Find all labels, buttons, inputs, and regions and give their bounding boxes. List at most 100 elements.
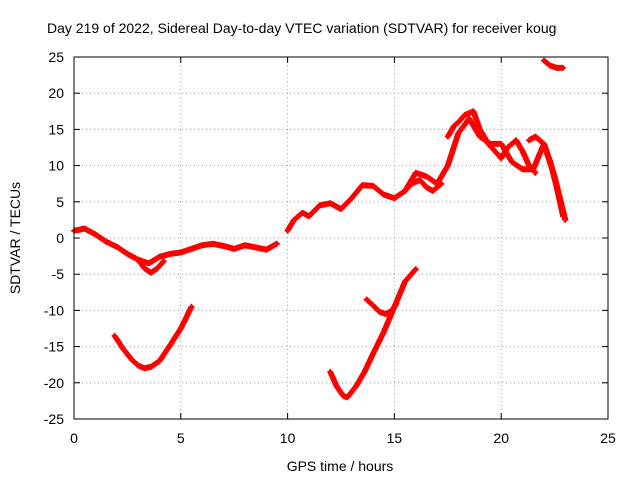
- data-point-arc-3b-3: [424, 185, 429, 190]
- data-point-arc-4-1: [334, 384, 339, 389]
- y-tick-label-9: 20: [48, 85, 64, 101]
- data-point-arc-5-0: [541, 58, 546, 63]
- data-point-arc-3-0: [285, 228, 290, 233]
- data-point-arc-3c-2: [456, 120, 461, 125]
- data-point-arc-3b-0: [403, 188, 408, 193]
- data-point-arc-1-2: [93, 232, 98, 237]
- data-point-arc-3d-1: [533, 134, 538, 139]
- y-tick-label-6: 5: [56, 194, 64, 210]
- data-point-arc-3-9: [371, 183, 375, 188]
- data-point-arc-1-15: [232, 246, 237, 251]
- data-point-arc-3c-11: [520, 149, 525, 154]
- y-tick-label-10: 25: [48, 49, 64, 65]
- data-point-arc-3-27: [563, 217, 568, 222]
- data-point-arc-3-11: [392, 196, 397, 201]
- x-tick-label-3: 15: [387, 430, 403, 446]
- data-point-arc-3c-12: [527, 163, 531, 168]
- data-point-arc-2-6: [157, 359, 162, 364]
- data-point-arc-3-22: [509, 160, 514, 164]
- data-point-arc-1-13: [210, 241, 215, 246]
- x-tick-label-4: 20: [493, 430, 509, 446]
- data-point-arc-2-9: [189, 304, 194, 309]
- data-point-arc-3-23: [520, 167, 525, 172]
- series-arc-5: [540, 57, 567, 71]
- data-point-arc-3d-5: [561, 214, 566, 219]
- data-point-arc-2-4: [142, 366, 147, 371]
- grid: [74, 57, 608, 419]
- data-point-arc-4-3: [345, 395, 350, 400]
- data-point-arc-4b-3: [383, 312, 388, 316]
- y-tick-label-1: -20: [44, 375, 64, 391]
- data-point-arc-4-2: [341, 393, 346, 398]
- data-point-arc-3-16: [445, 163, 450, 168]
- data-point-arc-3-10: [381, 192, 386, 197]
- data-point-arc-3-8: [360, 183, 365, 188]
- y-tick-label-8: 15: [48, 121, 64, 137]
- data-series: [71, 57, 569, 401]
- data-point-arc-3b-2: [418, 178, 422, 183]
- data-point-arc-3-1: [292, 217, 296, 222]
- data-point-arc-3-18: [467, 116, 472, 121]
- data-point-arc-1-7: [146, 261, 151, 266]
- series-arc-3: [284, 115, 569, 234]
- y-tick-label-0: -25: [44, 411, 64, 427]
- data-point-arc-2-7: [168, 343, 173, 348]
- data-point-arc-1-14: [221, 244, 226, 248]
- data-point-arc-3d-0: [527, 138, 531, 143]
- data-point-arc-3-6: [339, 207, 343, 211]
- x-tick-label-5: 25: [600, 430, 616, 446]
- series-arc-1: [71, 225, 280, 267]
- data-point-arc-1-1: [82, 226, 87, 231]
- data-point-arc-4b-2: [377, 309, 382, 314]
- data-point-arc-1b-2: [148, 270, 153, 275]
- data-point-arc-5-2: [554, 65, 559, 70]
- data-point-arc-3c-9: [505, 145, 510, 150]
- data-point-arc-4-4: [354, 384, 358, 389]
- data-point-arc-1-3: [104, 239, 108, 244]
- data-point-arc-2-0: [112, 333, 117, 338]
- data-point-arc-3c-0: [445, 134, 450, 139]
- data-point-arc-3c-7: [492, 149, 497, 154]
- y-tick-label-3: -10: [44, 302, 64, 318]
- data-point-arc-4-0: [328, 369, 333, 374]
- data-point-arc-1-17: [253, 245, 258, 250]
- series-markers-arc-4: [327, 266, 419, 401]
- data-point-arc-3-2: [300, 210, 305, 215]
- data-point-arc-2-2: [129, 357, 134, 362]
- data-point-arc-3c-13: [533, 170, 538, 175]
- series-markers-arc-2: [111, 303, 195, 372]
- data-point-arc-4b-5: [394, 301, 399, 306]
- data-point-arc-2-8: [178, 326, 183, 331]
- data-point-arc-4b-4: [390, 308, 395, 313]
- data-point-arc-3-5: [328, 201, 333, 206]
- data-point-arc-3d-2: [541, 141, 546, 146]
- data-point-arc-1-16: [242, 243, 247, 248]
- data-point-arc-3b-1: [409, 181, 414, 186]
- series-markers-arc-1: [71, 225, 280, 267]
- series-arc-3b: [402, 177, 445, 194]
- data-point-arc-4-6: [371, 351, 375, 356]
- data-point-arc-1-18: [264, 247, 269, 252]
- y-tick-label-2: -15: [44, 339, 64, 355]
- data-point-arc-3-4: [317, 203, 322, 208]
- y-axis-label: SDTVAR / TECUs: [7, 182, 23, 294]
- data-point-arc-2-1: [121, 346, 126, 351]
- data-point-arc-3-14: [424, 174, 429, 179]
- y-tick-label-7: 10: [48, 158, 64, 174]
- data-point-arc-3c-5: [477, 127, 482, 132]
- data-point-arc-4-10: [413, 267, 418, 272]
- series-arc-2: [111, 303, 195, 372]
- data-point-arc-4-5: [362, 369, 367, 374]
- data-point-arc-2-3: [136, 363, 141, 368]
- data-point-arc-3-13: [413, 170, 418, 175]
- x-tick-label-0: 0: [70, 430, 78, 446]
- data-point-arc-1b-4: [161, 259, 166, 264]
- axis-ticks: 0 5 10 15 20 25 -25 -20 -15 -10 -5 0 5 10 15 20 25: [44, 49, 616, 446]
- data-point-arc-3-3: [307, 214, 311, 219]
- data-point-arc-3c-10: [514, 138, 519, 143]
- data-point-arc-3c-3: [462, 112, 467, 117]
- data-point-arc-1-5: [125, 251, 130, 256]
- data-point-arc-5-1: [548, 63, 553, 68]
- data-point-arc-5-3: [561, 65, 566, 70]
